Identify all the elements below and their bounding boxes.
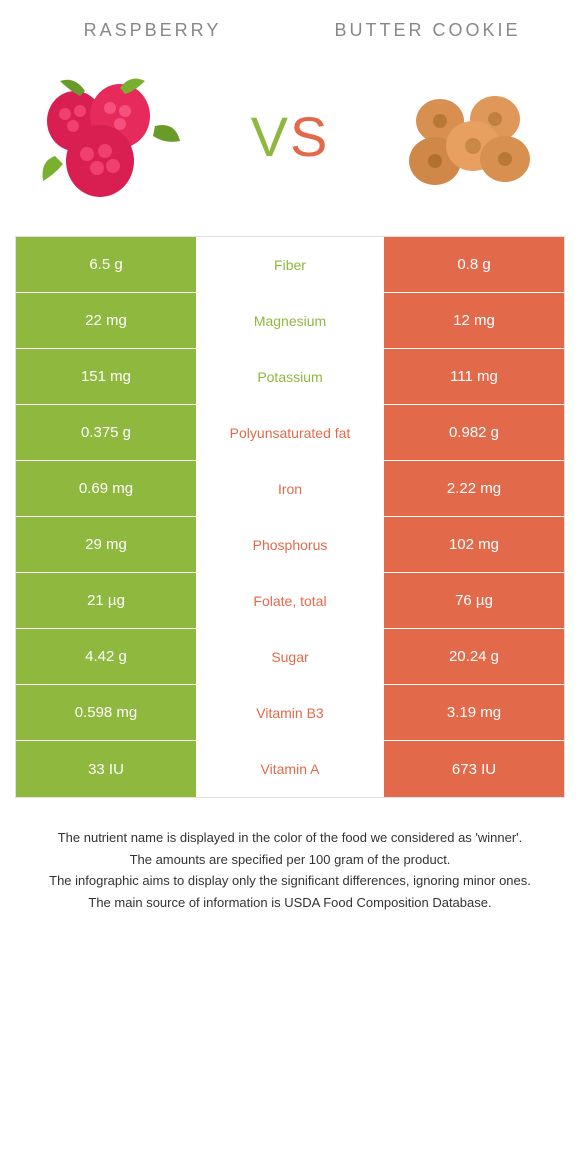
- vs-s: S: [290, 105, 329, 168]
- right-value: 111 mg: [384, 349, 564, 404]
- footnote-line: The main source of information is USDA F…: [45, 893, 535, 913]
- table-row: 6.5 gFiber0.8 g: [16, 237, 564, 293]
- table-row: 0.69 mgIron2.22 mg: [16, 461, 564, 517]
- table-row: 29 mgPhosphorus102 mg: [16, 517, 564, 573]
- right-value: 12 mg: [384, 293, 564, 348]
- images-row: VS: [15, 56, 565, 216]
- cookie-image: [385, 56, 555, 216]
- left-value: 6.5 g: [16, 237, 196, 292]
- nutrient-label: Iron: [196, 461, 384, 516]
- nutrient-label: Potassium: [196, 349, 384, 404]
- footnote-line: The infographic aims to display only the…: [45, 871, 535, 891]
- nutrient-label: Fiber: [196, 237, 384, 292]
- table-row: 151 mgPotassium111 mg: [16, 349, 564, 405]
- vs-label: VS: [251, 104, 330, 169]
- nutrient-label: Phosphorus: [196, 517, 384, 572]
- left-value: 22 mg: [16, 293, 196, 348]
- nutrient-label: Vitamin A: [196, 741, 384, 797]
- right-value: 3.19 mg: [384, 685, 564, 740]
- left-value: 29 mg: [16, 517, 196, 572]
- raspberry-image: [25, 56, 195, 216]
- table-row: 0.598 mgVitamin B33.19 mg: [16, 685, 564, 741]
- right-value: 20.24 g: [384, 629, 564, 684]
- table-row: 4.42 gSugar20.24 g: [16, 629, 564, 685]
- left-value: 0.375 g: [16, 405, 196, 460]
- left-value: 0.69 mg: [16, 461, 196, 516]
- table-row: 22 mgMagnesium12 mg: [16, 293, 564, 349]
- left-value: 151 mg: [16, 349, 196, 404]
- vs-v: V: [251, 105, 290, 168]
- left-value: 33 IU: [16, 741, 196, 797]
- left-value: 0.598 mg: [16, 685, 196, 740]
- left-value: 21 µg: [16, 573, 196, 628]
- table-row: 21 µgFolate, total76 µg: [16, 573, 564, 629]
- right-value: 0.8 g: [384, 237, 564, 292]
- nutrient-label: Polyunsaturated fat: [196, 405, 384, 460]
- left-value: 4.42 g: [16, 629, 196, 684]
- header: RASPBERRY BUTTER COOKIE: [15, 20, 565, 41]
- right-value: 2.22 mg: [384, 461, 564, 516]
- nutrient-label: Magnesium: [196, 293, 384, 348]
- right-value: 76 µg: [384, 573, 564, 628]
- table-row: 0.375 gPolyunsaturated fat0.982 g: [16, 405, 564, 461]
- table-row: 33 IUVitamin A673 IU: [16, 741, 564, 797]
- footnote-line: The amounts are specified per 100 gram o…: [45, 850, 535, 870]
- right-value: 102 mg: [384, 517, 564, 572]
- food-title-left: RASPBERRY: [53, 20, 253, 41]
- nutrition-table: 6.5 gFiber0.8 g22 mgMagnesium12 mg151 mg…: [15, 236, 565, 798]
- footnote-line: The nutrient name is displayed in the co…: [45, 828, 535, 848]
- footnotes: The nutrient name is displayed in the co…: [15, 828, 565, 912]
- right-value: 0.982 g: [384, 405, 564, 460]
- nutrient-label: Sugar: [196, 629, 384, 684]
- nutrient-label: Folate, total: [196, 573, 384, 628]
- food-title-right: BUTTER COOKIE: [328, 20, 528, 41]
- right-value: 673 IU: [384, 741, 564, 797]
- nutrient-label: Vitamin B3: [196, 685, 384, 740]
